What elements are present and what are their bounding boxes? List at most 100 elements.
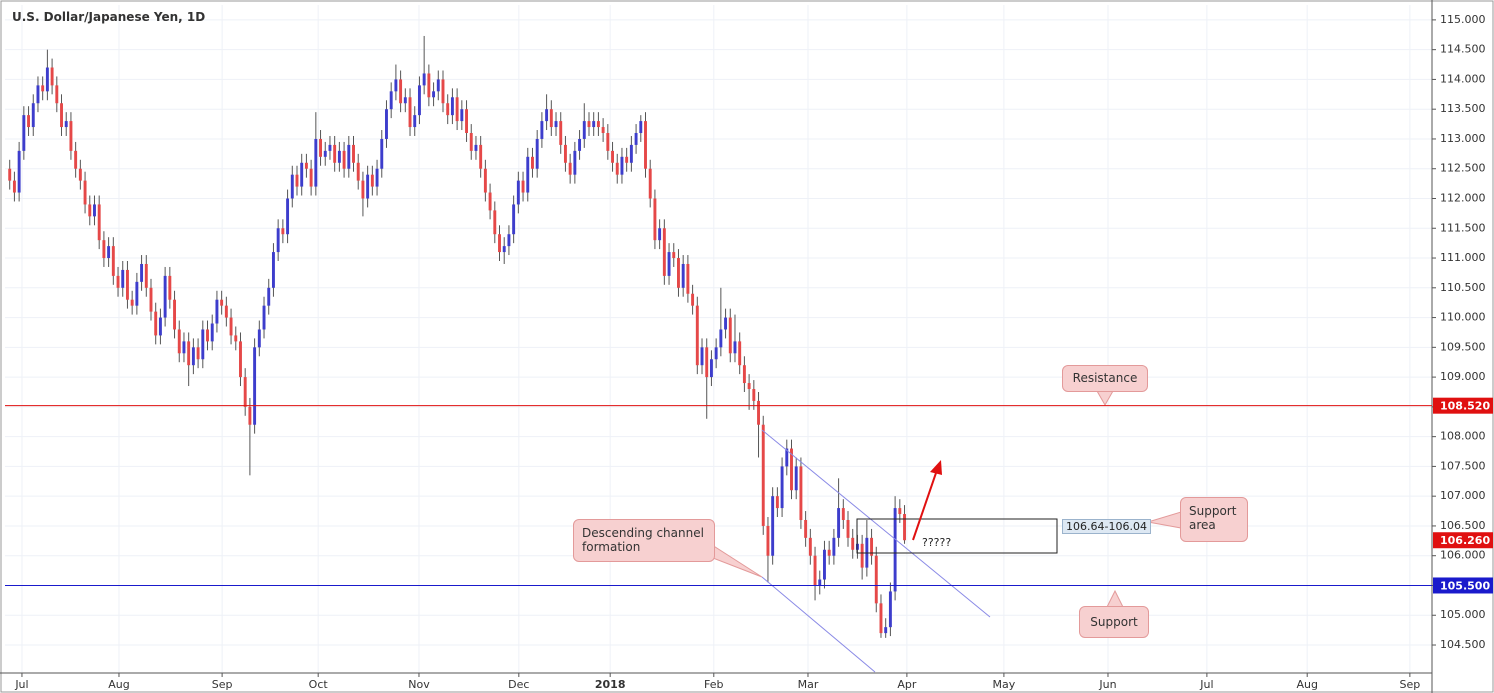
candle-body	[573, 150, 577, 175]
candle-body	[545, 109, 549, 122]
candle-body	[97, 204, 101, 241]
candle-body	[469, 133, 473, 151]
candle-body	[841, 508, 845, 520]
x-tick-label: Mar	[798, 678, 819, 691]
candle-body	[399, 79, 403, 104]
channel-lower	[761, 576, 876, 673]
candle-body	[413, 115, 417, 128]
candle-body	[22, 115, 26, 151]
candle-body	[827, 549, 831, 556]
candle-body	[535, 138, 539, 169]
y-tick-label: 115.000	[1440, 13, 1486, 26]
candle-body	[629, 144, 633, 163]
candle-body	[498, 234, 501, 253]
candle-body	[337, 150, 341, 163]
y-tick-label: 108.000	[1440, 430, 1486, 443]
y-tick-label: 104.500	[1440, 638, 1486, 651]
x-tick-label: Dec	[508, 678, 529, 691]
candle-body	[356, 162, 360, 181]
candle-body	[121, 269, 125, 288]
candle-body	[549, 109, 553, 128]
candle-body	[361, 180, 365, 199]
arrow-line	[912, 469, 938, 541]
candle-body	[8, 168, 12, 181]
price-tag	[1433, 577, 1493, 594]
candle-body	[403, 97, 407, 104]
candle-body	[177, 329, 181, 354]
candle-body	[672, 252, 676, 259]
zone-label: 106.64-106.04	[1062, 519, 1151, 534]
candle-body	[587, 121, 591, 128]
candle-body	[780, 466, 784, 509]
candle-body	[691, 293, 695, 306]
candle-body	[785, 448, 789, 467]
candle-body	[64, 121, 68, 128]
candle-body	[761, 424, 765, 526]
chart-title: U.S. Dollar/Japanese Yen, 1D	[12, 10, 206, 24]
candle-body	[149, 287, 153, 312]
candle-body	[695, 305, 699, 366]
candle-body	[158, 317, 162, 336]
candle-body	[648, 168, 652, 199]
candle-body	[625, 156, 629, 163]
candle-body	[606, 133, 610, 151]
candle-body	[173, 299, 177, 330]
x-tick-label: Apr	[897, 678, 917, 691]
candle-body	[488, 192, 492, 211]
candle-body	[248, 406, 252, 425]
candle-body	[747, 383, 751, 390]
candle-body	[333, 144, 337, 163]
candle-body	[436, 79, 440, 92]
candle-body	[319, 138, 323, 157]
y-tick-label: 112.500	[1440, 162, 1486, 175]
candle-body	[394, 79, 398, 92]
y-tick-label: 106.500	[1440, 519, 1486, 532]
y-tick-label: 111.500	[1440, 221, 1486, 234]
arrow-head	[930, 460, 942, 475]
candle-body	[860, 543, 864, 568]
candle-body	[224, 305, 228, 318]
candle-body	[243, 377, 247, 407]
candle-body	[88, 204, 92, 217]
candle-body	[611, 150, 614, 163]
candle-body	[794, 466, 798, 491]
price-tag	[1433, 397, 1493, 414]
candle-body	[427, 73, 431, 98]
candle-body	[455, 97, 459, 122]
x-tick-label: May	[993, 678, 1016, 691]
candle-body	[846, 519, 850, 538]
candle-body	[465, 109, 468, 134]
candle-body	[135, 281, 139, 306]
candle-body	[323, 150, 327, 157]
candle-body	[742, 365, 746, 384]
x-tick-label: Aug	[108, 678, 129, 691]
candle-body	[347, 144, 351, 169]
price-tag-label: 106.260	[1440, 534, 1490, 547]
y-tick-label: 107.000	[1440, 489, 1486, 502]
candles	[8, 35, 906, 638]
candle-body	[191, 347, 195, 366]
candle-body	[201, 329, 205, 360]
candle-body	[851, 537, 855, 550]
candle-body	[36, 85, 40, 104]
y-tick-label: 113.000	[1440, 132, 1486, 145]
candle-body	[262, 305, 266, 330]
candle-body	[578, 138, 582, 151]
candle-body	[74, 150, 78, 169]
candle-body	[808, 537, 812, 556]
price-tag-label: 105.500	[1440, 579, 1490, 592]
candle-body	[474, 144, 478, 151]
candle-body	[17, 150, 21, 193]
candle-body	[700, 347, 704, 366]
zone-box	[856, 518, 1058, 554]
x-tick-label: Sep	[1399, 678, 1420, 691]
candle-body	[41, 85, 45, 92]
y-tick-label: 112.000	[1440, 191, 1486, 204]
candle-body	[662, 228, 666, 276]
candle-body	[295, 174, 299, 187]
candle-body	[644, 121, 647, 169]
candle-body	[888, 591, 892, 628]
candle-body	[823, 549, 826, 580]
